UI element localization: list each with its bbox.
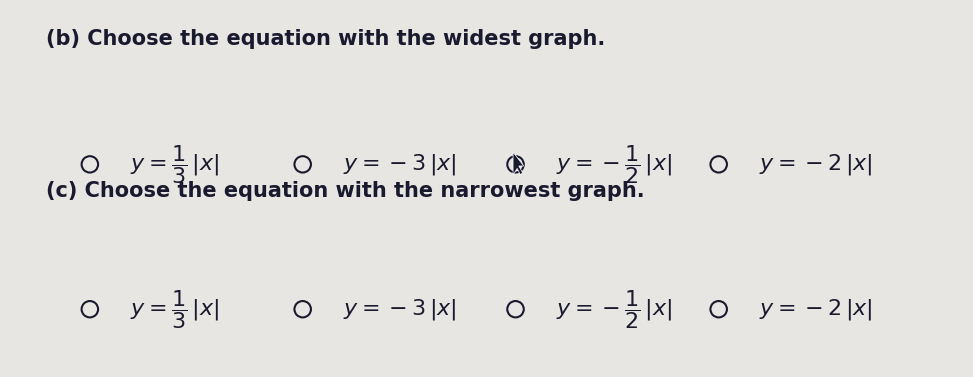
Text: $y=-\dfrac{1}{2}\,|x|$: $y=-\dfrac{1}{2}\,|x|$ <box>557 143 672 186</box>
Text: $y=-3\,|x|$: $y=-3\,|x|$ <box>343 152 457 177</box>
Text: $y=\dfrac{1}{3}\,|x|$: $y=\dfrac{1}{3}\,|x|$ <box>130 143 220 186</box>
Text: (c) Choose the equation with the narrowest graph.: (c) Choose the equation with the narrowe… <box>47 181 645 201</box>
Text: (b) Choose the equation with the widest graph.: (b) Choose the equation with the widest … <box>47 29 605 49</box>
Polygon shape <box>513 152 523 175</box>
Text: $y=-3\,|x|$: $y=-3\,|x|$ <box>343 297 457 322</box>
Text: $y=-2\,|x|$: $y=-2\,|x|$ <box>759 297 873 322</box>
Text: $y=\dfrac{1}{3}\,|x|$: $y=\dfrac{1}{3}\,|x|$ <box>130 288 220 331</box>
Text: $y=-2\,|x|$: $y=-2\,|x|$ <box>759 152 873 177</box>
Text: $y=-\dfrac{1}{2}\,|x|$: $y=-\dfrac{1}{2}\,|x|$ <box>557 288 672 331</box>
